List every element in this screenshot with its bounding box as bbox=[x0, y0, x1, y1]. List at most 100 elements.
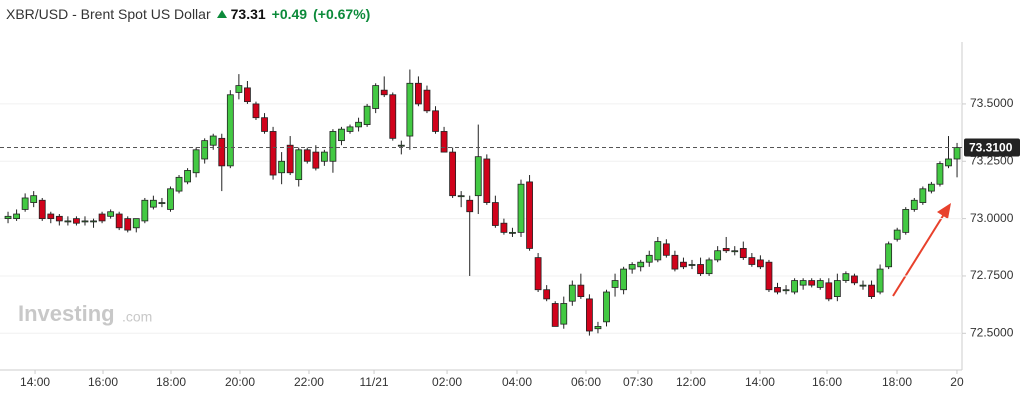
candle-body bbox=[833, 280, 841, 298]
candle-body bbox=[739, 248, 747, 259]
x-tick-label: 12:00 bbox=[676, 375, 706, 389]
trend-arrow bbox=[892, 203, 951, 297]
candle-body bbox=[526, 181, 533, 249]
candle-body bbox=[21, 197, 29, 210]
candle-body bbox=[851, 275, 858, 284]
candle-body bbox=[55, 215, 63, 222]
candle-body bbox=[765, 261, 773, 291]
candle-body bbox=[4, 215, 12, 220]
candle-body bbox=[175, 176, 183, 192]
candle-body bbox=[141, 199, 149, 222]
arrow-shaft bbox=[892, 210, 947, 297]
x-tick-label: 02:00 bbox=[432, 375, 462, 389]
x-tick-label: 18:00 bbox=[882, 375, 912, 389]
candle-body bbox=[551, 303, 559, 327]
candle-body bbox=[474, 156, 482, 197]
candle-body bbox=[500, 222, 508, 233]
last-price-box bbox=[964, 138, 1020, 157]
x-tick-label: 06:00 bbox=[571, 375, 601, 389]
x-tick-label: 04:00 bbox=[502, 375, 532, 389]
candle-body bbox=[13, 213, 20, 220]
candle-body bbox=[38, 199, 46, 220]
candle-body bbox=[90, 220, 97, 223]
candle-body bbox=[577, 284, 585, 298]
candle-body bbox=[808, 280, 816, 286]
arrow-head bbox=[937, 203, 951, 219]
candle-body bbox=[73, 218, 80, 224]
x-tick-label: 22:00 bbox=[294, 375, 324, 389]
candle-body bbox=[466, 199, 474, 213]
x-tick-label: 18:00 bbox=[156, 375, 186, 389]
candle-body bbox=[149, 199, 157, 208]
candle-body bbox=[432, 110, 439, 132]
candle-body bbox=[30, 195, 38, 203]
candle-body bbox=[680, 261, 687, 268]
candle-body bbox=[628, 264, 636, 270]
change-pct: (+0.67%) bbox=[313, 6, 371, 22]
candle-body bbox=[363, 105, 371, 125]
candle-body bbox=[509, 231, 516, 234]
candle-body bbox=[338, 128, 345, 142]
candle-body bbox=[380, 89, 388, 96]
candle-body bbox=[415, 82, 422, 105]
candle-body bbox=[919, 188, 927, 203]
x-tick-label: 20 bbox=[950, 375, 964, 389]
candle-body bbox=[457, 195, 465, 198]
candle-body bbox=[568, 284, 576, 302]
symbol: XBR/USD - Brent Spot US Dollar bbox=[6, 6, 211, 22]
x-tick-label: 16:00 bbox=[812, 375, 842, 389]
candle-body bbox=[910, 199, 918, 210]
candle-body bbox=[423, 89, 431, 112]
candle-body bbox=[209, 135, 217, 146]
x-tick-label: 07:30 bbox=[623, 375, 653, 389]
candle-body bbox=[611, 280, 619, 288]
watermark-brand: Investing bbox=[18, 301, 115, 326]
candle-body bbox=[278, 160, 286, 174]
watermark-suffix: .com bbox=[122, 309, 152, 325]
candle-body bbox=[782, 289, 790, 292]
candle-body bbox=[107, 211, 115, 217]
candle-body bbox=[491, 202, 499, 226]
candle-body bbox=[81, 220, 89, 223]
candle-body bbox=[791, 280, 798, 293]
candle-body bbox=[859, 284, 867, 287]
candle-body bbox=[440, 131, 448, 153]
candle-body bbox=[483, 158, 491, 203]
last-price-label: 73.3100 bbox=[969, 141, 1013, 155]
y-tick-label: 72.5000 bbox=[970, 325, 1014, 339]
x-tick-label: 11/21 bbox=[359, 375, 388, 389]
candle-body bbox=[517, 183, 525, 233]
candle-body bbox=[697, 264, 704, 275]
candle-body bbox=[124, 218, 132, 231]
candle-body bbox=[816, 280, 824, 288]
up-arrow bbox=[216, 10, 227, 18]
candle-body bbox=[201, 140, 209, 160]
quote-header: XBR/USD - Brent Spot US Dollar 73.31 +0.49… bbox=[6, 6, 370, 22]
x-tick-label: 16:00 bbox=[88, 375, 118, 389]
price: 73.31 bbox=[230, 6, 266, 22]
candle-body bbox=[449, 151, 457, 197]
candle-body bbox=[774, 287, 781, 293]
candle-body bbox=[645, 254, 653, 263]
candle-body bbox=[757, 259, 764, 268]
candles bbox=[4, 69, 961, 336]
candle-body bbox=[671, 254, 679, 270]
candle-body bbox=[355, 121, 362, 128]
candle-body bbox=[603, 291, 610, 323]
candle-body bbox=[115, 213, 123, 229]
candle-body bbox=[158, 202, 166, 204]
candle-body bbox=[406, 82, 414, 137]
candle-body bbox=[218, 137, 226, 167]
candle-body bbox=[329, 131, 337, 162]
candle-body bbox=[372, 85, 380, 109]
candle-body bbox=[47, 213, 55, 220]
candle-body bbox=[637, 261, 645, 268]
candle-body bbox=[654, 241, 662, 261]
candle-body bbox=[167, 188, 174, 210]
candle-body bbox=[876, 268, 884, 293]
candle-body bbox=[261, 117, 268, 132]
candle-body bbox=[132, 218, 140, 229]
candle-body bbox=[286, 144, 294, 174]
candle-body bbox=[620, 268, 628, 291]
